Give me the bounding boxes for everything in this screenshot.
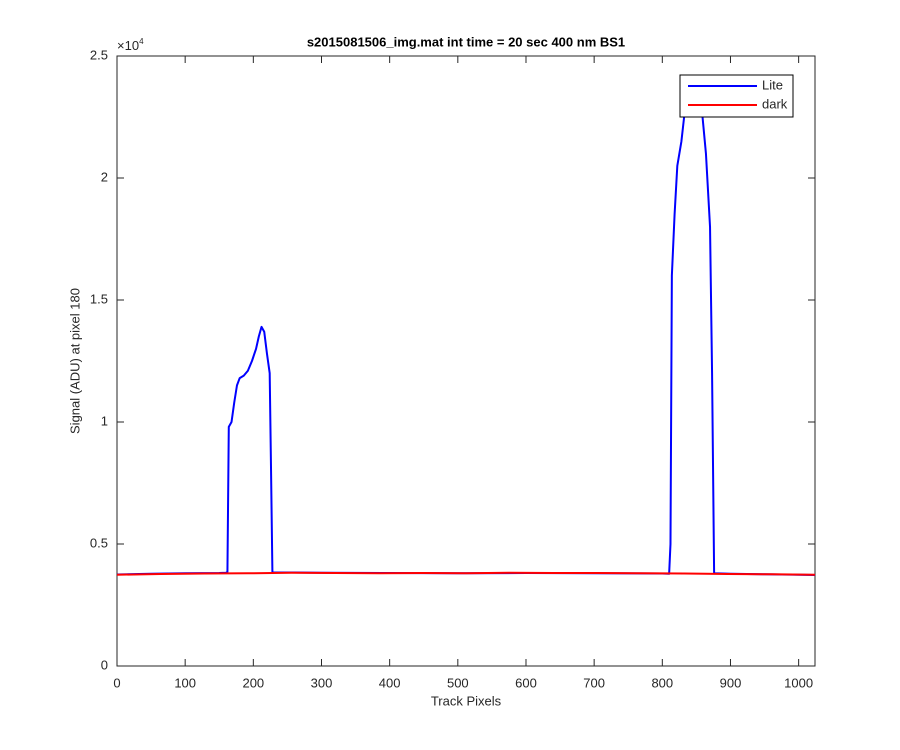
y-tick-label: 1.5: [90, 291, 108, 306]
x-tick-label: 500: [447, 675, 469, 690]
x-tick-label: 1000: [784, 675, 813, 690]
y-tick-label: 2: [101, 169, 108, 184]
x-tick-label: 600: [515, 675, 537, 690]
y-axis-label: Signal (ADU) at pixel 180: [67, 288, 82, 434]
chart-title: s2015081506_img.mat int time = 20 sec 40…: [307, 34, 625, 49]
legend-label: Lite: [762, 77, 783, 92]
x-tick-label: 300: [311, 675, 333, 690]
x-tick-label: 900: [720, 675, 742, 690]
y-tick-label: 0.5: [90, 535, 108, 550]
y-tick-label: 0: [101, 657, 108, 672]
x-tick-label: 400: [379, 675, 401, 690]
x-tick-label: 0: [113, 675, 120, 690]
x-tick-label: 200: [242, 675, 264, 690]
legend-box: [679, 74, 794, 118]
y-exponent-power: 4: [139, 37, 144, 46]
y-exponent-base: ×10: [117, 38, 139, 53]
y-exponent: ×104: [117, 37, 144, 53]
x-tick-label: 800: [651, 675, 673, 690]
plot-area: [116, 55, 816, 667]
y-tick-label: 2.5: [90, 47, 108, 62]
legend-label: dark: [762, 96, 788, 111]
y-tick-label: 1: [101, 413, 108, 428]
x-tick-label: 700: [583, 675, 605, 690]
x-axis-label: Track Pixels: [431, 693, 502, 708]
x-tick-label: 100: [174, 675, 196, 690]
series-line: [116, 571, 816, 576]
